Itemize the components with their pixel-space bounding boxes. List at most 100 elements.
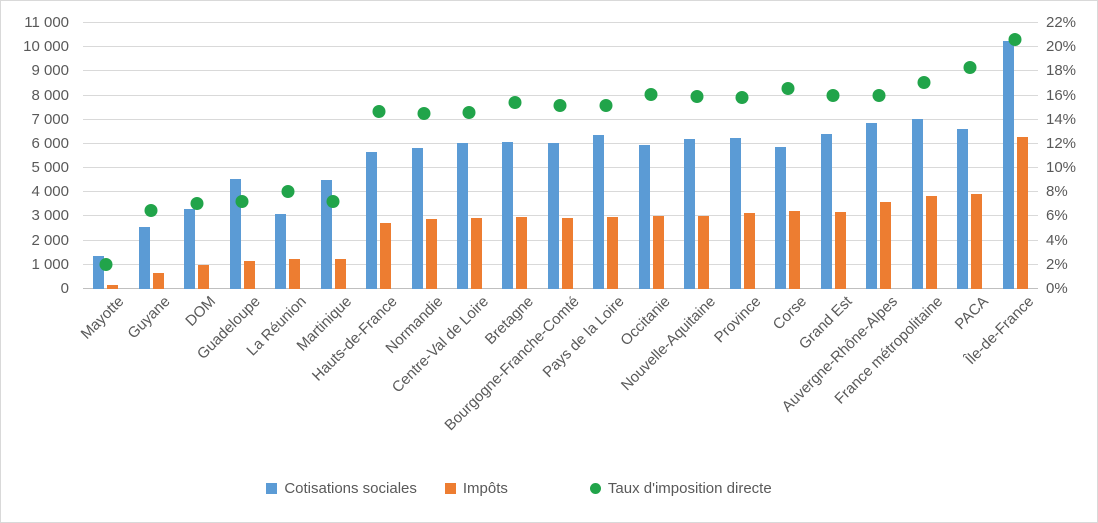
bar-cotisations-sociales xyxy=(184,209,196,289)
bar-impots xyxy=(289,259,301,289)
bar-group xyxy=(401,23,446,289)
taux-imposition-point xyxy=(781,81,795,95)
taux-imposition-point xyxy=(872,89,886,103)
bar-group xyxy=(356,23,401,289)
bar-impots xyxy=(243,260,255,289)
gridline xyxy=(83,46,1038,48)
taux-imposition-point xyxy=(1008,33,1022,47)
bar-group xyxy=(174,23,219,289)
taux-imposition-point xyxy=(508,96,522,110)
gridline xyxy=(83,239,1038,241)
bar-impots xyxy=(743,213,755,289)
legend-item-cotisations-sociales: Cotisations sociales xyxy=(266,480,417,497)
bar-group xyxy=(538,23,583,289)
taux-imposition-point xyxy=(599,98,613,112)
axis-tick-label: 6 000 xyxy=(31,134,69,152)
bar-impots xyxy=(607,217,619,289)
legend-item-taux-imposition: Taux d'imposition directe xyxy=(589,480,772,497)
gridline xyxy=(83,191,1038,193)
category-label: PACA xyxy=(951,293,992,334)
taux-imposition-point xyxy=(690,90,704,104)
bar-groups xyxy=(83,23,1038,289)
bar-impots xyxy=(789,210,801,289)
bar-group xyxy=(629,23,674,289)
bar-group xyxy=(447,23,492,289)
axis-tick-label: 3 000 xyxy=(31,207,69,225)
gridline xyxy=(83,70,1038,72)
bar-impots xyxy=(652,215,664,289)
bar-cotisations-sociales xyxy=(638,145,650,289)
axis-tick-label: 1 000 xyxy=(31,255,69,273)
axis-tick-label: 16% xyxy=(1046,86,1077,104)
bar-cotisations-sociales xyxy=(911,119,923,289)
axis-tick-label: 0% xyxy=(1046,280,1068,297)
taux-imposition-point xyxy=(644,87,658,101)
axis-tick-label: 18% xyxy=(1046,62,1077,80)
bar-impots xyxy=(470,218,482,289)
axis-tick-label: 4 000 xyxy=(31,183,69,201)
taux-imposition-point xyxy=(99,258,113,272)
gridline xyxy=(83,263,1038,265)
bar-impots xyxy=(1016,137,1028,289)
bar-cotisations-sociales xyxy=(547,142,559,289)
axis-tick-label: 5 000 xyxy=(31,159,69,177)
taux-imposition-point xyxy=(462,105,476,119)
bar-group xyxy=(265,23,310,289)
category-label: Pays de la Loire xyxy=(539,293,629,382)
bar-impots xyxy=(334,258,346,289)
bar-cotisations-sociales xyxy=(456,143,468,289)
bar-cotisations-sociales xyxy=(957,129,969,289)
bar-group xyxy=(83,23,128,289)
bar-group xyxy=(310,23,355,289)
bar-group xyxy=(901,23,946,289)
legend-label: Impôts xyxy=(462,480,508,497)
bar-group xyxy=(674,23,719,289)
axis-tick-label: 12% xyxy=(1046,134,1077,152)
bar-impots xyxy=(971,194,983,289)
orange-square-legend-icon xyxy=(444,483,456,494)
bar-group xyxy=(811,23,856,289)
taux-imposition-point xyxy=(417,107,431,121)
legend-label: Taux d'imposition directe xyxy=(607,480,772,497)
plot-area xyxy=(83,22,1038,289)
bar-impots xyxy=(698,216,710,289)
bar-group xyxy=(492,23,537,289)
axis-tick-label: 10% xyxy=(1046,159,1077,177)
bar-cotisations-sociales xyxy=(320,179,332,289)
axis-tick-label: 22% xyxy=(1046,14,1077,31)
bar-impots xyxy=(198,264,210,289)
bar-impots xyxy=(834,211,846,289)
bar-cotisations-sociales xyxy=(866,122,878,289)
taux-imposition-point xyxy=(190,196,204,210)
gridline xyxy=(83,167,1038,169)
bar-impots xyxy=(425,218,437,289)
x-axis-line xyxy=(83,288,1038,289)
taux-imposition-point xyxy=(963,61,977,75)
bar-impots xyxy=(880,201,892,289)
bar-cotisations-sociales xyxy=(275,214,287,289)
bar-cotisations-sociales xyxy=(93,256,105,289)
gridline xyxy=(83,118,1038,120)
blue-square-legend-icon xyxy=(266,483,278,494)
bar-group xyxy=(128,23,173,289)
axis-tick-label: 14% xyxy=(1046,110,1077,128)
gridline xyxy=(83,142,1038,144)
bar-impots xyxy=(107,285,119,289)
bar-impots xyxy=(380,222,392,289)
bar-group xyxy=(720,23,765,289)
bar-cotisations-sociales xyxy=(775,146,787,289)
axis-tick-label: 7 000 xyxy=(31,110,69,128)
legend-item-impots: Impôts xyxy=(444,480,508,497)
taux-imposition-point xyxy=(144,203,158,217)
taux-imposition-point xyxy=(281,184,295,198)
gridline xyxy=(83,215,1038,217)
bar-cotisations-sociales xyxy=(366,152,378,289)
green-dot-legend-icon xyxy=(589,483,601,494)
bar-group xyxy=(856,23,901,289)
bar-group xyxy=(947,23,992,289)
legend: Cotisations sociales Impôts Taux d'impos… xyxy=(1,480,1067,497)
category-axis: Mayotte Guyane DOM Guadeloupe La Réunion Mart… xyxy=(1,293,1097,469)
axis-tick-label: 10 000 xyxy=(23,38,69,56)
bar-cotisations-sociales xyxy=(820,133,832,289)
